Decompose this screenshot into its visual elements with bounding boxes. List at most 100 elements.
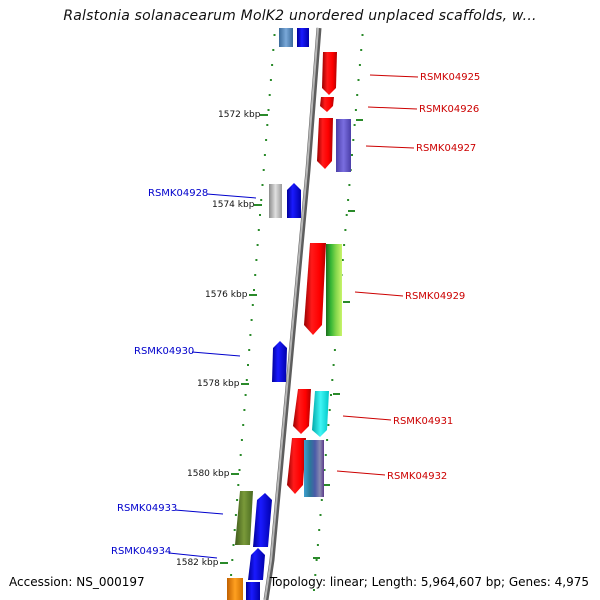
guide-dot [345,214,348,216]
guide-dot [239,454,242,456]
gene-arrow[interactable] [304,243,326,335]
guide-dot [315,559,318,561]
gene-arrow[interactable] [248,548,265,580]
guide-dot [319,514,322,516]
guide-dot [251,304,254,306]
guide-dot [353,124,356,126]
gene-label-RSMK04927[interactable]: RSMK04927 [416,143,476,154]
guide-dot [240,439,243,441]
gene-label-RSMK04928[interactable]: RSMK04928 [148,188,208,199]
guide-dot [314,574,317,576]
guide-dot [245,379,248,381]
gene-arrow[interactable] [227,578,243,600]
gene-arrow[interactable] [297,28,309,47]
gene-arrow[interactable] [269,184,282,218]
guide-dot [327,424,330,426]
guide-dot [272,49,275,51]
genome-summary-text: Topology: linear; Length: 5,964,607 bp; … [269,575,589,589]
guide-dot [361,34,364,36]
guide-dot [332,364,335,366]
gene-arrow[interactable] [253,493,272,547]
gene-arrow[interactable] [336,119,351,172]
gene-arrow[interactable] [246,582,260,600]
guide-dot [354,109,357,111]
guide-dot [257,229,260,231]
guide-dot [250,319,253,321]
gene-label-RSMK04925[interactable]: RSMK04925 [420,72,480,83]
guide-dot [333,349,336,351]
gene-arrow[interactable] [287,438,306,494]
guide-dot [265,139,268,141]
guide-dot [347,199,350,201]
guide-dot [326,439,329,441]
guide-dot [328,409,331,411]
guide-dot [268,94,271,96]
guide-dot [356,94,359,96]
scale-tick-label: 1576 kbp [205,290,248,300]
gene-label-RSMK04934[interactable]: RSMK04934 [111,546,171,557]
guide-dot [254,274,257,276]
forward-gene-labels: RSMK04925 RSMK04926 RSMK04927 RSMK04929 … [336,72,480,482]
gene-arrow[interactable] [287,183,301,218]
gene-label-RSMK04932[interactable]: RSMK04932 [387,471,447,482]
scale-tick-label: 1580 kbp [187,469,230,479]
gene-label-RSMK04930[interactable]: RSMK04930 [134,346,194,357]
guide-dot [344,229,347,231]
guide-dot [330,394,332,396]
genome-backbone-highlight [264,27,319,600]
reverse-gene-labels: RSMK04928 RSMK04930 RSMK04933 RSMK04934 [111,188,257,559]
guide-dot [259,214,261,216]
gene-label-RSMK04929[interactable]: RSMK04929 [405,291,465,302]
guide-dot [269,79,272,81]
guide-dot [242,424,245,426]
guide-dot [261,184,264,186]
guide-dot [343,244,346,246]
guide-dot [232,544,235,546]
scale-tick-label: 1578 kbp [197,379,240,389]
guide-dot [233,529,236,531]
gene-arrow[interactable] [326,244,342,336]
guide-dot [256,244,259,246]
gene-arrow[interactable] [320,97,334,112]
gene-arrow[interactable] [322,52,337,95]
guide-dot [357,79,360,81]
guide-dot [236,499,239,501]
guide-dot [323,469,326,471]
guide-dot [331,379,334,381]
guide-dot [237,484,240,486]
scale-ticks-right [313,119,363,559]
guide-dot [352,139,355,141]
gene-arrow[interactable] [304,440,324,497]
gene-label-RSMK04933[interactable]: RSMK04933 [117,503,177,514]
gene-label-RSMK04931[interactable]: RSMK04931 [393,416,453,427]
gene-arrow[interactable] [279,28,293,47]
gene-arrow[interactable] [272,341,287,382]
guide-dot [230,574,233,576]
forward-strand-genes [287,52,351,497]
gene-arrow[interactable] [293,389,311,434]
scale-tick-label: 1582 kbp [176,558,219,568]
guide-dot [247,364,249,366]
guide-dot [238,469,241,471]
gene-arrow[interactable] [235,491,253,545]
guide-dot [341,259,344,261]
guide-dot [267,109,270,111]
guide-dot [231,559,234,561]
map-title: Ralstonia solanacearum MolK2 unordered u… [63,8,537,24]
scale-tick-label: 1572 kbp [218,110,261,120]
guide-dot [243,409,246,411]
gene-label-RSMK04926[interactable]: RSMK04926 [419,104,479,115]
gene-arrow[interactable] [312,391,329,437]
scale-ticks-left: 1572 kbp 1574 kbp 1576 kbp 1578 kbp 1580… [176,110,268,568]
guide-dot [360,49,363,51]
guide-dot [253,289,255,291]
guide-dot [244,394,247,396]
guide-dot [358,64,361,66]
guide-dot [320,499,323,501]
guide-dot [266,124,269,126]
guide-dot [348,184,351,186]
gene-arrow[interactable] [317,118,333,169]
reverse-strand-genes [227,28,309,600]
guide-dot [318,529,321,531]
guide-dot [273,34,276,36]
